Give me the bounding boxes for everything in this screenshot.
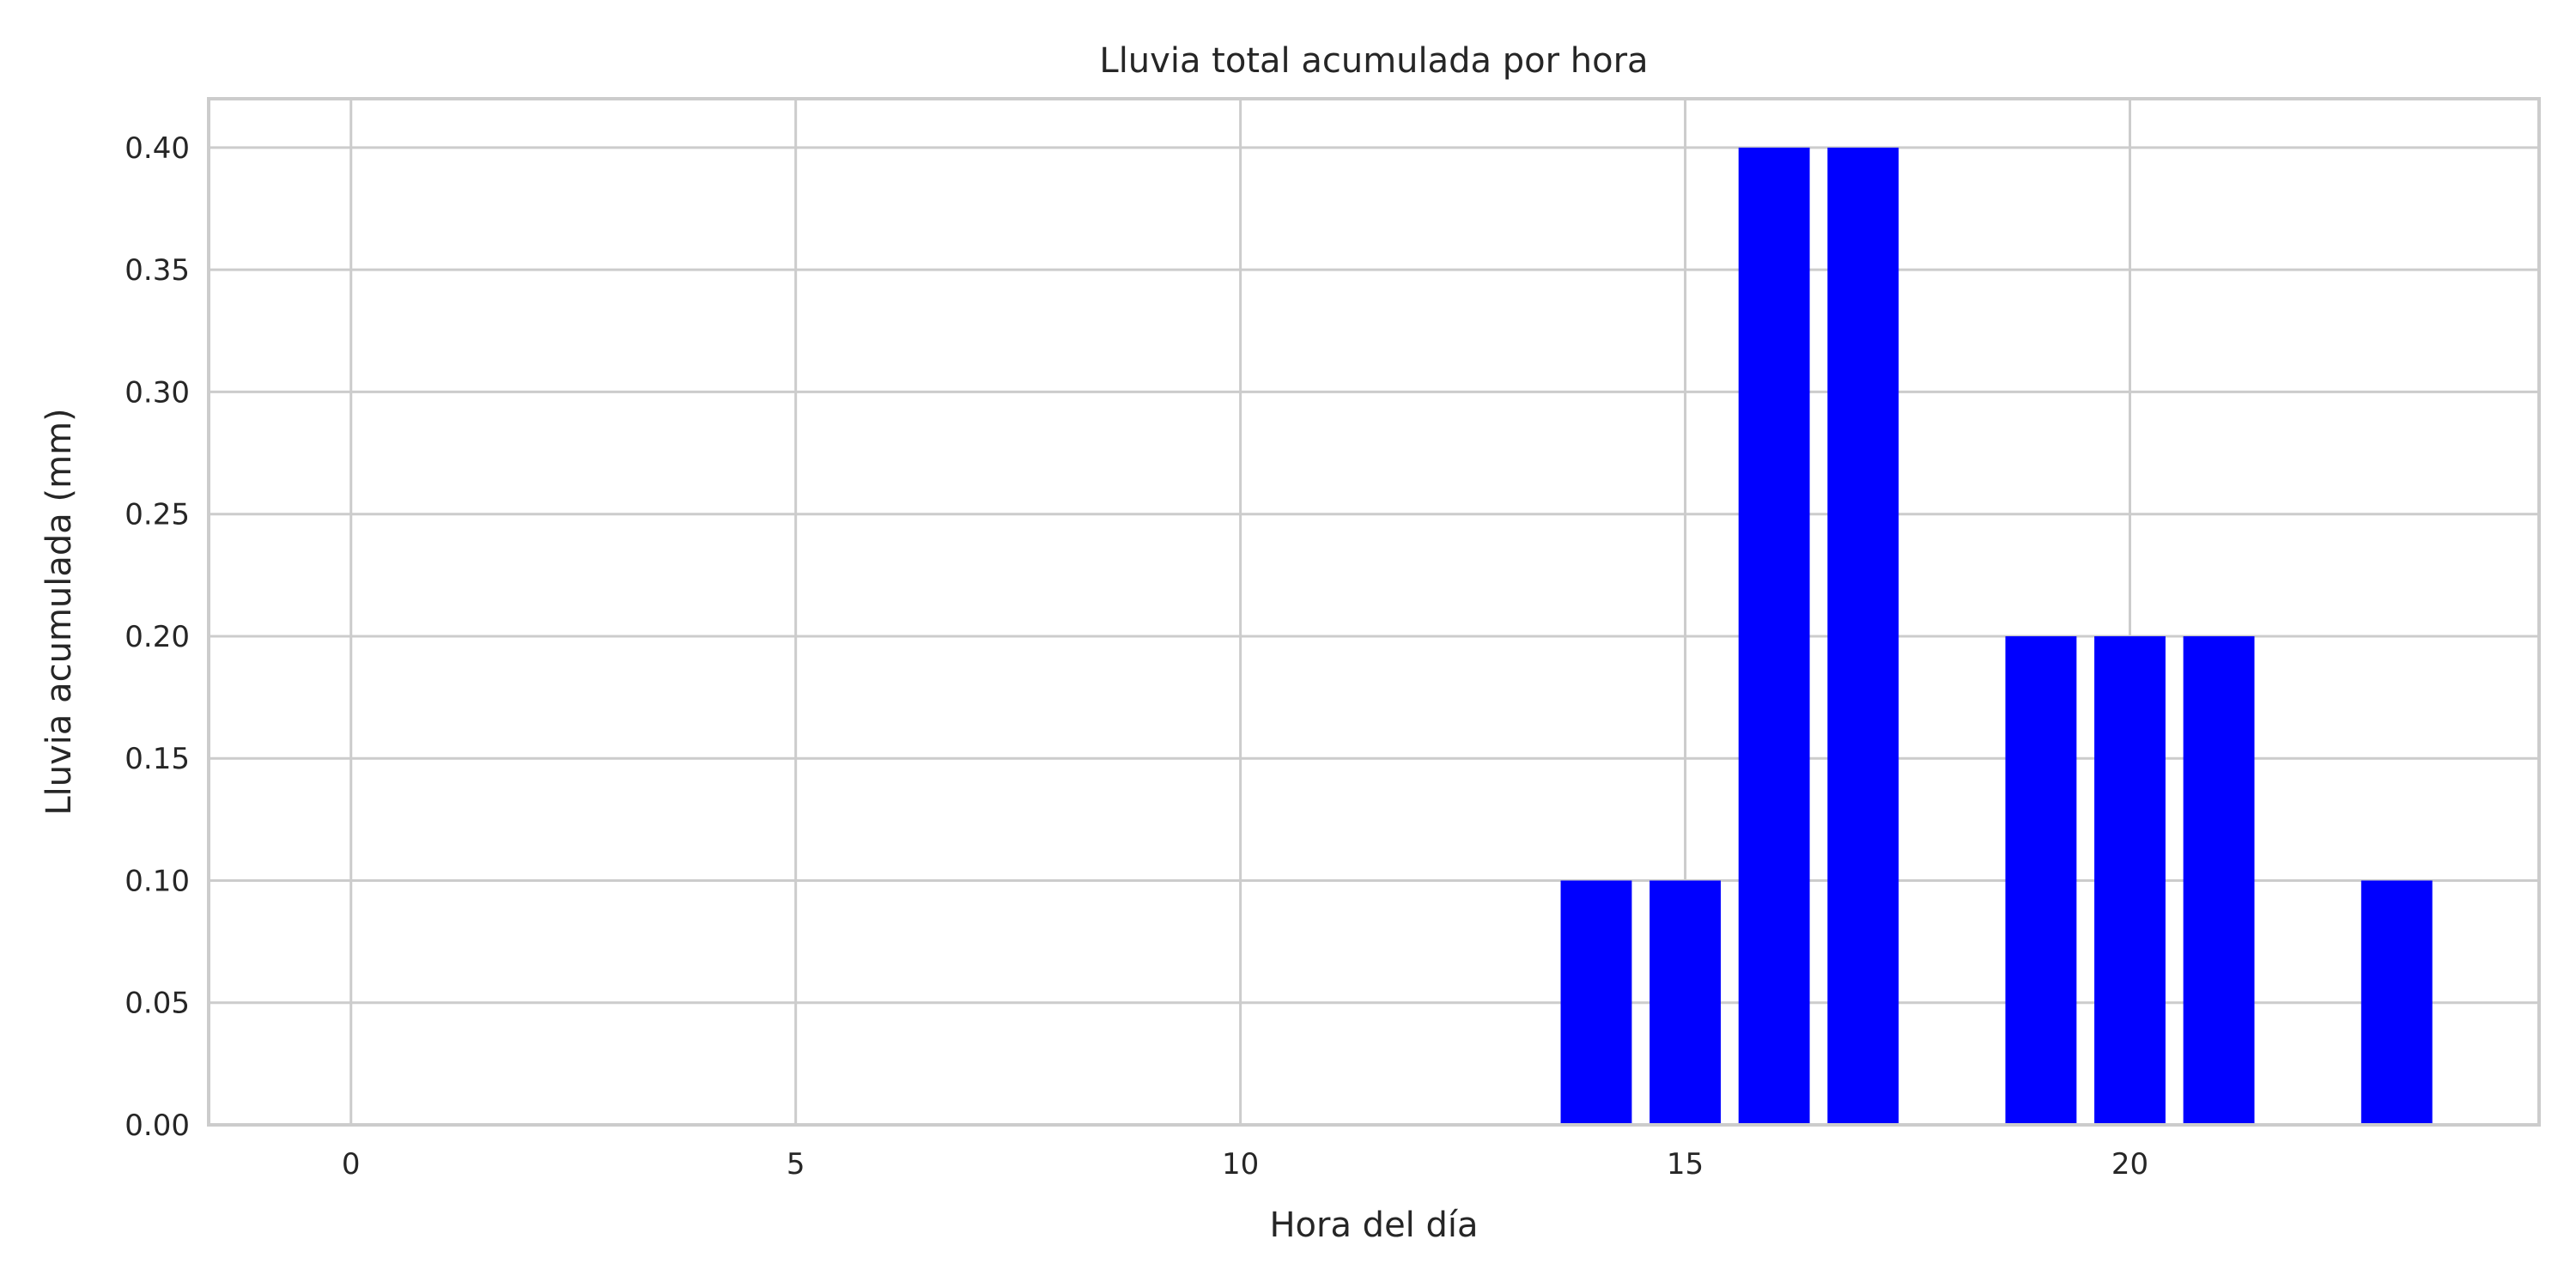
bar xyxy=(1827,147,1899,1125)
y-tick-label: 0.40 xyxy=(125,131,190,166)
bars xyxy=(1560,147,2433,1125)
y-tick-label: 0.15 xyxy=(125,742,190,776)
plot-frame xyxy=(207,97,2541,1127)
bar xyxy=(2183,635,2255,1125)
y-tick-label: 0.05 xyxy=(125,987,190,1021)
y-tick-labels: 0.00 0.05 0.10 0.15 0.20 0.25 0.30 0.35 0.40 xyxy=(125,131,190,1143)
x-tick-label: 10 xyxy=(1222,1147,1259,1182)
y-tick-label: 0.35 xyxy=(125,253,190,288)
x-axis-label: Hora del día xyxy=(1269,1206,1478,1245)
y-axis-label: Lluvia acumulada (mm) xyxy=(39,408,79,815)
chart-title: Lluvia total acumulada por hora xyxy=(1099,41,1648,81)
y-tick-label: 0.20 xyxy=(125,620,190,654)
y-tick-label: 0.30 xyxy=(125,375,190,410)
bar xyxy=(2094,635,2166,1125)
bar xyxy=(2005,635,2077,1125)
x-tick-label: 20 xyxy=(2111,1147,2148,1182)
x-tick-label: 5 xyxy=(787,1147,805,1182)
x-tick-labels: 0 5 10 15 20 xyxy=(342,1147,2148,1182)
y-tick-label: 0.25 xyxy=(125,498,190,532)
bar xyxy=(2360,880,2433,1125)
bar xyxy=(1649,880,1721,1125)
x-tick-label: 0 xyxy=(342,1147,361,1182)
x-tick-label: 15 xyxy=(1667,1147,1704,1182)
y-tick-label: 0.10 xyxy=(125,864,190,898)
y-tick-label: 0.00 xyxy=(125,1109,190,1143)
bar xyxy=(1738,147,1810,1125)
bar xyxy=(1560,880,1632,1125)
